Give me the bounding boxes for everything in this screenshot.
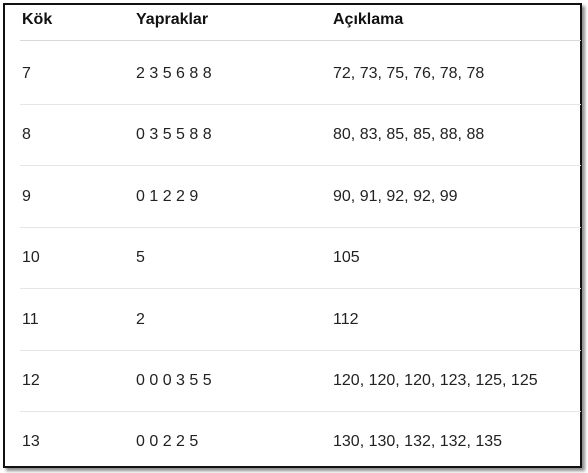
header-cell: Yapraklar [136, 11, 209, 28]
row-divider [20, 165, 581, 166]
table-cell: 0 0 0 3 5 5 [136, 372, 212, 389]
table-cell: 2 [136, 310, 145, 328]
row-divider [20, 350, 581, 351]
row-divider [20, 411, 581, 412]
table-cell: 11 [22, 310, 39, 328]
table-cell: 130, 130, 132, 132, 135 [333, 433, 503, 451]
row-divider [20, 288, 581, 289]
header-cell: Kök [22, 11, 53, 28]
table-cell: 9 [22, 187, 31, 205]
table-cell: 72, 73, 75, 76, 78, 78 [333, 65, 485, 82]
table-cell: 7 [22, 65, 31, 82]
table-frame: Kök Yapraklar Açıklama 7 2 3 5 6 8 8 72, 73, … [3, 3, 582, 468]
header-cell: Açıklama [333, 11, 404, 28]
table-cell: 105 [333, 249, 360, 267]
table-cell: 2 3 5 6 8 8 [136, 65, 212, 82]
table-cell: 0 0 2 2 5 [136, 433, 199, 451]
table-cell: 13 [22, 433, 40, 451]
row-divider [20, 227, 581, 228]
table-cell: 112 [333, 310, 359, 328]
table-cell: 8 [22, 126, 31, 144]
table-cell: 0 1 2 2 9 [136, 187, 199, 205]
header-divider [20, 40, 581, 41]
row-divider [20, 104, 581, 105]
table-cell: 12 [22, 372, 40, 389]
table-cell: 10 [22, 249, 40, 267]
table-cell: 120, 120, 120, 123, 125, 125 [333, 372, 538, 389]
table-cell: 5 [136, 249, 145, 267]
table-cell: 90, 91, 92, 92, 99 [333, 187, 458, 205]
table-cell: 80, 83, 85, 85, 88, 88 [333, 126, 485, 144]
table-cell: 0 3 5 5 8 8 [136, 126, 212, 144]
